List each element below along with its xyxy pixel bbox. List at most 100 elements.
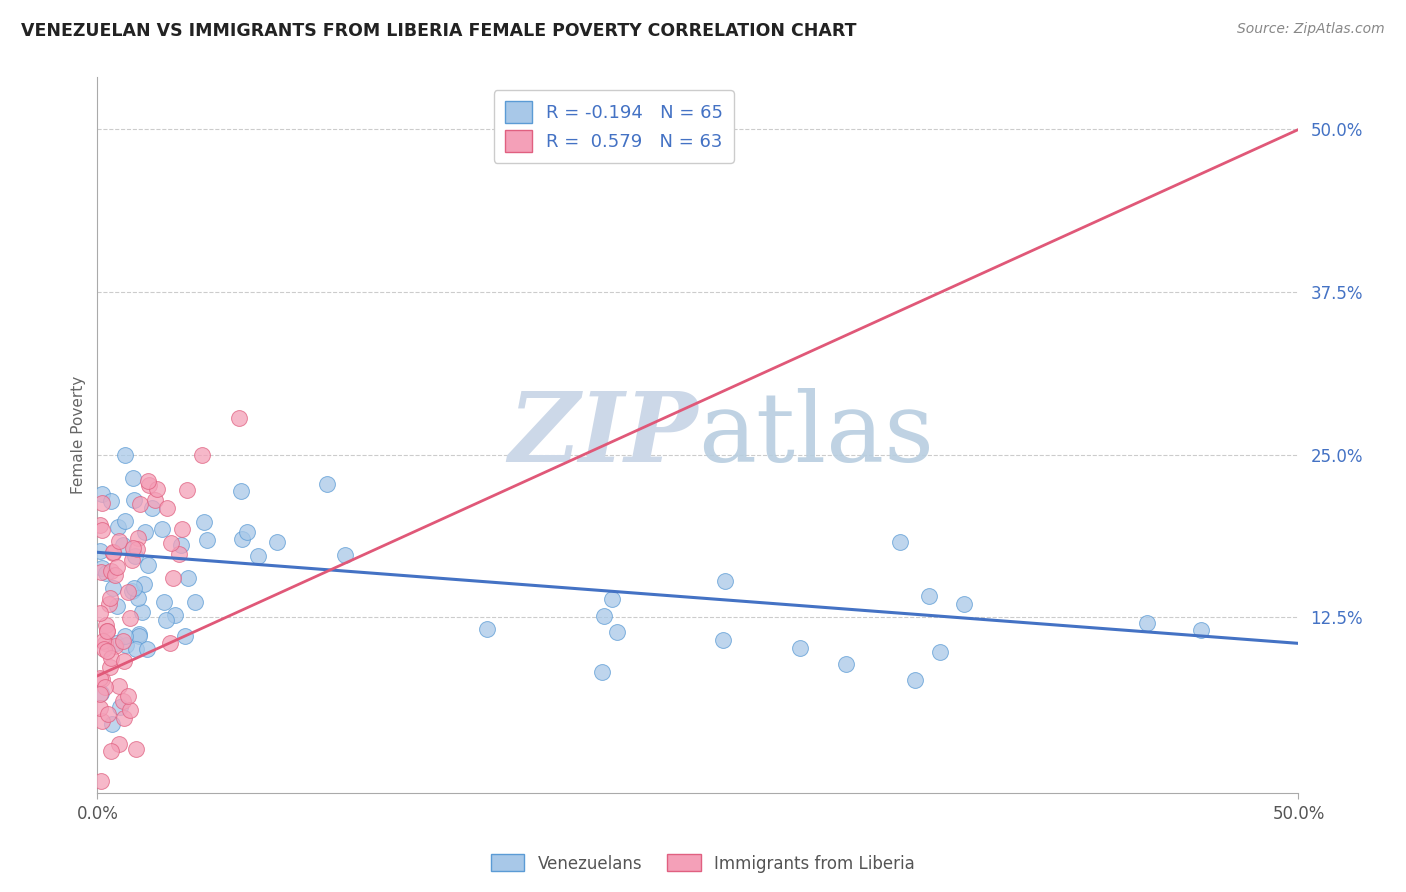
Point bbox=[191, 448, 214, 462]
Point bbox=[145, 482, 167, 496]
Point bbox=[115, 638, 138, 652]
Text: VENEZUELAN VS IMMIGRANTS FROM LIBERIA FEMALE POVERTY CORRELATION CHART: VENEZUELAN VS IMMIGRANTS FROM LIBERIA FE… bbox=[21, 22, 856, 40]
Point bbox=[125, 642, 148, 657]
Point bbox=[107, 679, 129, 693]
Point bbox=[155, 613, 177, 627]
Point bbox=[108, 534, 131, 549]
Point bbox=[91, 634, 114, 648]
Point bbox=[94, 680, 117, 694]
Point bbox=[98, 659, 121, 673]
Point bbox=[90, 714, 112, 728]
Point bbox=[176, 483, 198, 497]
Point bbox=[174, 629, 197, 643]
Point bbox=[236, 524, 259, 539]
Point bbox=[91, 673, 114, 687]
Point bbox=[112, 634, 135, 648]
Point bbox=[122, 493, 145, 508]
Point bbox=[117, 585, 139, 599]
Point bbox=[163, 608, 186, 623]
Point bbox=[94, 566, 117, 580]
Point bbox=[90, 774, 112, 789]
Point bbox=[247, 549, 270, 563]
Point bbox=[100, 717, 122, 731]
Point bbox=[136, 641, 159, 656]
Point bbox=[89, 543, 111, 558]
Point bbox=[127, 531, 149, 545]
Point bbox=[714, 574, 737, 588]
Point bbox=[150, 522, 173, 536]
Legend: R = -0.194   N = 65, R =  0.579   N = 63: R = -0.194 N = 65, R = 0.579 N = 63 bbox=[494, 90, 734, 163]
Point bbox=[107, 560, 129, 574]
Point bbox=[156, 501, 179, 516]
Point bbox=[121, 583, 143, 598]
Point bbox=[125, 542, 148, 557]
Point bbox=[97, 706, 120, 721]
Point bbox=[112, 694, 135, 708]
Point bbox=[90, 523, 112, 537]
Point bbox=[193, 515, 215, 529]
Point bbox=[117, 689, 139, 703]
Point bbox=[101, 582, 124, 596]
Point bbox=[170, 538, 193, 552]
Point bbox=[96, 643, 118, 657]
Text: Source: ZipAtlas.com: Source: ZipAtlas.com bbox=[1237, 22, 1385, 37]
Point bbox=[835, 657, 858, 671]
Point bbox=[125, 741, 148, 756]
Point bbox=[101, 544, 124, 558]
Point bbox=[177, 570, 200, 584]
Point bbox=[231, 484, 253, 499]
Point bbox=[170, 522, 193, 536]
Point bbox=[96, 624, 118, 639]
Point bbox=[104, 639, 127, 653]
Point bbox=[89, 518, 111, 533]
Point bbox=[105, 599, 128, 613]
Point bbox=[591, 665, 613, 679]
Point bbox=[97, 597, 120, 611]
Point bbox=[90, 566, 112, 580]
Point bbox=[114, 711, 136, 725]
Point bbox=[90, 561, 112, 575]
Point bbox=[112, 538, 135, 552]
Point bbox=[89, 687, 111, 701]
Point bbox=[100, 565, 122, 579]
Text: atlas: atlas bbox=[697, 388, 934, 483]
Point bbox=[141, 501, 163, 516]
Point bbox=[152, 595, 174, 609]
Point bbox=[104, 568, 127, 582]
Point bbox=[128, 627, 150, 641]
Point bbox=[918, 589, 941, 603]
Point bbox=[606, 625, 628, 640]
Y-axis label: Female Poverty: Female Poverty bbox=[72, 376, 86, 494]
Point bbox=[1136, 616, 1159, 631]
Point bbox=[107, 737, 129, 751]
Point bbox=[100, 650, 122, 665]
Point bbox=[114, 514, 136, 528]
Point bbox=[904, 673, 927, 688]
Point bbox=[228, 411, 250, 425]
Point bbox=[475, 622, 498, 636]
Point bbox=[159, 636, 181, 650]
Point bbox=[98, 591, 121, 605]
Point bbox=[160, 535, 183, 549]
Point bbox=[103, 545, 125, 559]
Point bbox=[138, 558, 160, 573]
Point bbox=[195, 533, 218, 547]
Point bbox=[121, 553, 143, 567]
Point bbox=[789, 640, 811, 655]
Point bbox=[122, 541, 145, 555]
Point bbox=[953, 597, 976, 611]
Point bbox=[91, 496, 114, 510]
Point bbox=[100, 494, 122, 508]
Point bbox=[266, 535, 288, 549]
Point bbox=[162, 571, 184, 585]
Point bbox=[131, 605, 153, 619]
Point bbox=[89, 607, 111, 621]
Point bbox=[889, 535, 911, 549]
Point bbox=[134, 524, 156, 539]
Point bbox=[129, 497, 152, 511]
Point bbox=[122, 582, 145, 596]
Point bbox=[124, 549, 146, 563]
Point bbox=[89, 700, 111, 714]
Point bbox=[89, 671, 111, 685]
Point bbox=[89, 799, 111, 814]
